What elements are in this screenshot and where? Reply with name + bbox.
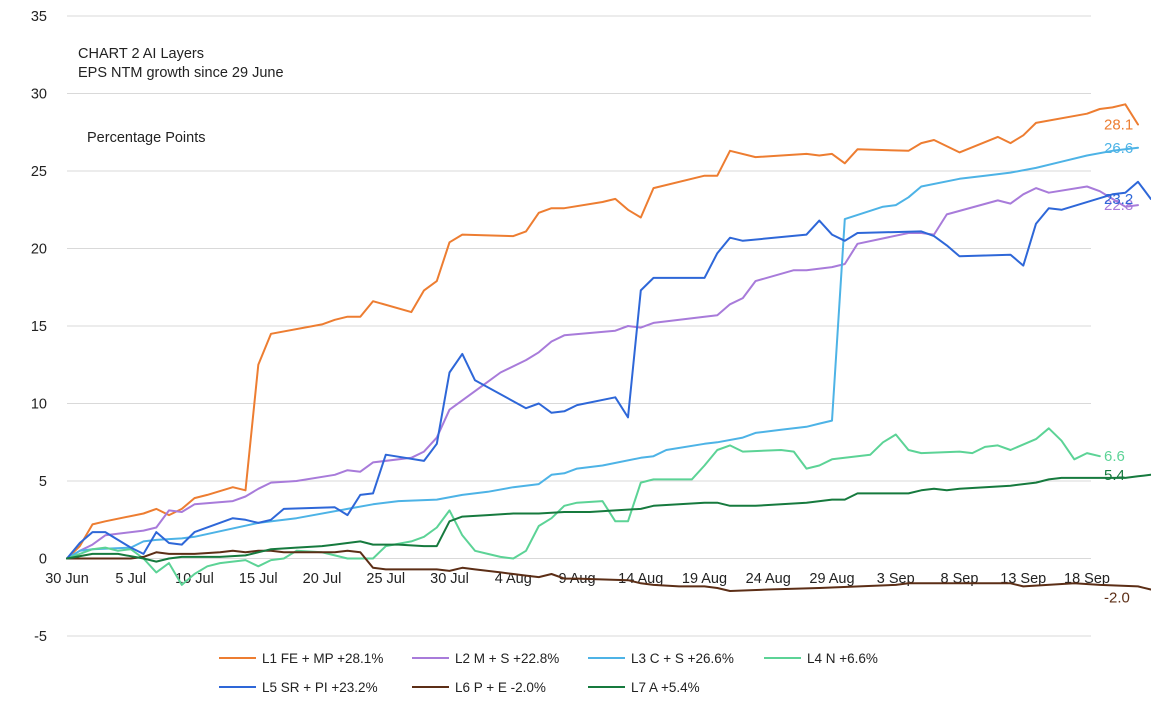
legend-label-6: L6 P + E -2.0% (455, 680, 546, 695)
x-tick-label: 5 Jul (115, 571, 146, 587)
x-tick-label: 30 Jun (45, 571, 89, 587)
x-tick-label: 30 Jul (430, 571, 469, 587)
series-line-5 (66, 180, 1151, 560)
legend-label-1: L1 FE + MP +28.1% (262, 651, 383, 666)
y-tick-label: -5 (34, 629, 47, 645)
legend-label-4: L4 N +6.6% (807, 651, 878, 666)
series-line-2 (66, 185, 1139, 560)
end-label-5: 23.2 (1104, 191, 1133, 208)
y-tick-label: 10 (31, 397, 47, 413)
y-tick-label: 20 (31, 242, 47, 258)
series-line-4 (66, 427, 1101, 586)
end-label-6: -2.0 (1104, 590, 1130, 607)
x-tick-label: 15 Jul (239, 571, 278, 587)
y-tick-label: 30 (31, 87, 47, 103)
end-label-3: 26.6 (1104, 140, 1133, 157)
chart-annotation: Percentage Points (87, 130, 206, 146)
x-tick-label: 20 Jul (303, 571, 342, 587)
y-tick-label: 25 (31, 164, 47, 180)
series-line-3 (66, 146, 1139, 560)
y-tick-label: 15 (31, 319, 47, 335)
y-tick-label: 0 (39, 552, 47, 568)
end-labels: 28.1 22.8 26.6 6.6 23.2 -2.0 5.4 (1104, 117, 1133, 607)
legend-label-2: L2 M + S +22.8% (455, 651, 559, 666)
x-tick-label: 29 Aug (809, 571, 854, 587)
series-lines (66, 103, 1151, 592)
chart-title: CHART 2 AI Layers (78, 46, 204, 62)
x-tick-label: 24 Aug (746, 571, 791, 587)
end-label-1: 28.1 (1104, 117, 1133, 134)
end-label-4: 6.6 (1104, 448, 1125, 465)
series-line-7 (66, 473, 1151, 563)
y-tick-label: 5 (39, 474, 47, 490)
y-tick-label: 35 (31, 9, 47, 25)
legend: L1 FE + MP +28.1% L2 M + S +22.8% L3 C + S… (219, 651, 878, 695)
x-tick-label: 8 Sep (941, 571, 979, 587)
end-label-2: 22.8 (1104, 197, 1133, 214)
x-tick-label: 25 Jul (366, 571, 405, 587)
x-tick-label: 19 Aug (682, 571, 727, 587)
legend-label-5: L5 SR + PI +23.2% (262, 680, 378, 695)
series-line-6 (66, 549, 1151, 592)
legend-label-3: L3 C + S +26.6% (631, 651, 734, 666)
grid-lines (67, 15, 1091, 637)
end-label-7: 5.4 (1104, 467, 1125, 484)
legend-label-7: L7 A +5.4% (631, 680, 700, 695)
chart-subtitle: EPS NTM growth since 29 June (78, 65, 284, 81)
series-line-1 (66, 103, 1139, 560)
x-tick-label: 14 Aug (618, 571, 663, 587)
